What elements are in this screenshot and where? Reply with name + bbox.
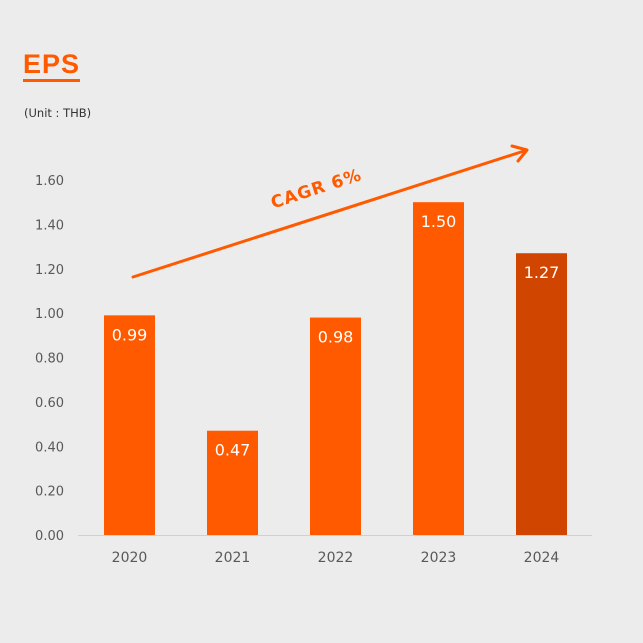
bar-2023 [413,202,464,535]
x-tick-label: 2024 [524,550,560,566]
x-tick-label: 2020 [112,550,148,566]
bar-2020 [104,315,155,535]
cagr-arrow [131,144,529,279]
y-tick-label: 0.40 [35,440,64,455]
bar-value-label: 0.98 [318,328,354,347]
y-tick-label: 1.40 [35,218,64,233]
y-tick-label: 1.20 [35,263,64,278]
chart-title: EPS [23,50,81,82]
unit-label: (Unit : THB) [24,106,92,120]
y-tick-label: 0.60 [35,396,64,411]
bar-value-label: 1.50 [421,212,457,231]
bar-2022 [310,317,361,535]
x-tick-label: 2023 [421,550,457,566]
bar-2021 [207,430,258,535]
y-tick-label: 0.00 [35,529,64,544]
bar-value-label: 0.47 [215,441,251,460]
bars: 0.99 0.47 0.98 1.50 1.27 [104,202,567,535]
y-tick-label: 0.20 [35,485,64,500]
x-axis-ticks: 2020 2021 2022 2023 2024 [112,550,560,566]
y-tick-label: 1.60 [35,174,64,189]
y-axis-ticks: 0.00 0.20 0.40 0.60 0.80 1.00 1.20 1.40 1.60 [35,174,64,544]
y-tick-label: 0.80 [35,352,64,367]
y-tick-label: 1.00 [35,307,64,322]
x-tick-label: 2021 [215,550,251,566]
bar-2024 [516,253,567,535]
bar-value-label: 1.27 [524,263,560,282]
bar-value-label: 0.99 [112,325,148,344]
x-tick-label: 2022 [318,550,354,566]
